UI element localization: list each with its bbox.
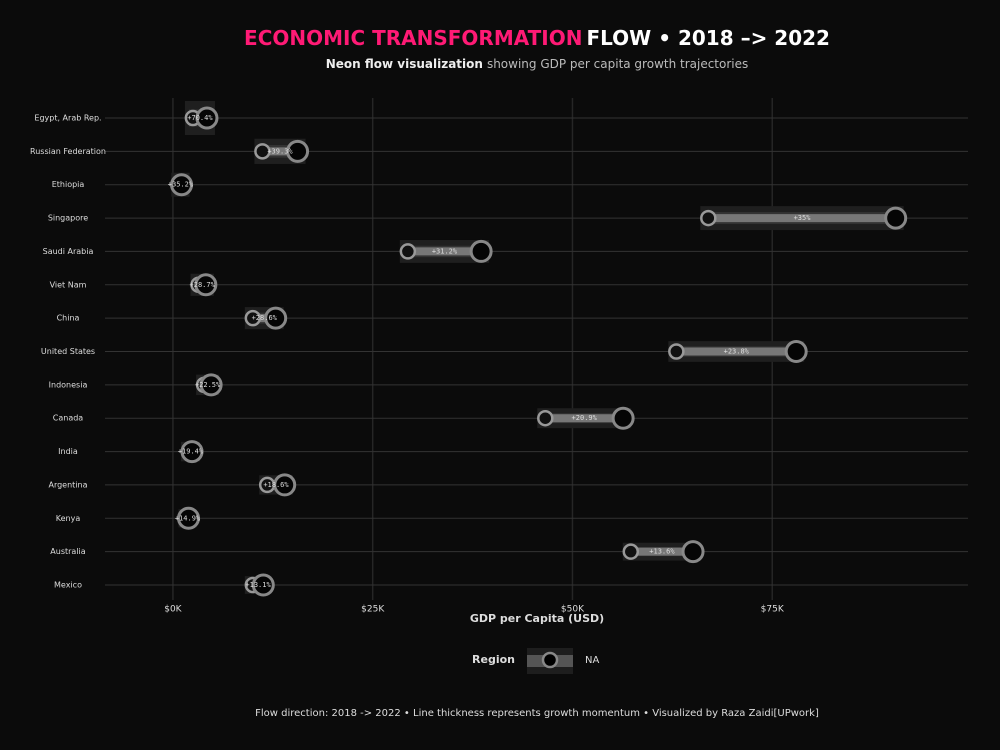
end-dot: [177, 506, 201, 530]
x-tick-label: $75K: [761, 605, 785, 615]
end-dot: [264, 306, 288, 330]
end-dot: [170, 173, 194, 197]
growth-label: +28.6%: [252, 314, 278, 322]
end-dot: [784, 340, 808, 363]
y-tick-label: Kenya: [56, 514, 81, 523]
growth-label: +31.2%: [432, 247, 458, 255]
growth-label: +20.9%: [572, 414, 598, 422]
growth-label: +39.3%: [267, 147, 293, 155]
growth-label: +70.4%: [187, 114, 213, 122]
end-dot: [884, 206, 908, 230]
start-dot: [254, 143, 271, 160]
x-tick-label: $0K: [164, 605, 182, 615]
y-tick-label: Canada: [53, 414, 84, 423]
subtitle-bold: Neon flow visualization: [326, 57, 483, 71]
start-dot: [244, 309, 262, 327]
y-tick-label: United States: [41, 347, 95, 356]
y-tick-label: Russian Federation: [30, 147, 106, 156]
growth-label: +35%: [794, 214, 812, 222]
end-dot: [469, 239, 493, 263]
title-rest: FLOW • 2018 –> 2022: [586, 26, 829, 50]
end-dot: [199, 373, 223, 397]
end-dot: [611, 406, 635, 430]
chart-title: ECONOMIC TRANSFORMATION FLOW • 2018 –> 20…: [244, 26, 830, 50]
end-dot: [681, 540, 705, 564]
legend-entry: NA: [585, 655, 599, 666]
end-dot: [195, 106, 219, 130]
growth-label: +19.4%: [178, 448, 204, 456]
growth-label: +28.7%: [190, 281, 216, 289]
y-tick-label: Viet Nam: [50, 280, 87, 289]
growth-label: +23.8%: [724, 348, 750, 356]
subtitle-rest: showing GDP per capita growth trajectori…: [487, 57, 748, 71]
y-tick-label: India: [58, 447, 78, 456]
y-tick-label: Egypt, Arab Rep.: [34, 114, 101, 123]
plot: +70.4% +39.3% +35.2% +35% +31.2% +28.7% +28.6%…: [105, 98, 968, 600]
x-tick-label: $25K: [361, 605, 385, 615]
growth-label: +13.1%: [245, 581, 271, 589]
growth-label: +14.9%: [175, 514, 201, 522]
caption: Flow direction: 2018 -> 2022 • Line thic…: [255, 708, 819, 719]
start-dot: [668, 343, 685, 360]
subtitle: Neon flow visualization showing GDP per c…: [326, 57, 749, 71]
x-axis-label: GDP per Capita (USD): [470, 612, 604, 625]
start-dot: [622, 543, 640, 560]
growth-label: +13.6%: [649, 548, 675, 556]
end-dot: [251, 573, 275, 597]
y-tick-label: Indonesia: [49, 380, 88, 389]
start-dot: [537, 409, 554, 427]
legend-title: Region: [472, 653, 515, 666]
y-tick-label: Australia: [50, 547, 85, 556]
end-dot: [286, 139, 310, 163]
title-highlight: ECONOMIC TRANSFORMATION: [244, 26, 582, 50]
growth-label: +22.5%: [195, 381, 221, 389]
start-dot: [700, 209, 717, 227]
end-dot: [194, 273, 218, 297]
legend-key-dot: [541, 651, 559, 669]
y-tick-label: Saudi Arabia: [43, 247, 94, 256]
x-tick-label: $50K: [561, 605, 585, 615]
y-tick-label: Mexico: [54, 581, 82, 590]
start-dot: [399, 243, 417, 260]
growth-label: +18.6%: [263, 481, 289, 489]
y-tick-label: Argentina: [48, 480, 87, 489]
end-dot: [273, 473, 297, 497]
y-tick-label: China: [57, 314, 80, 323]
y-tick-label: Singapore: [48, 214, 88, 223]
growth-label: +35.2%: [168, 181, 194, 189]
y-tick-label: Ethiopia: [52, 180, 85, 189]
end-dot: [180, 440, 204, 464]
